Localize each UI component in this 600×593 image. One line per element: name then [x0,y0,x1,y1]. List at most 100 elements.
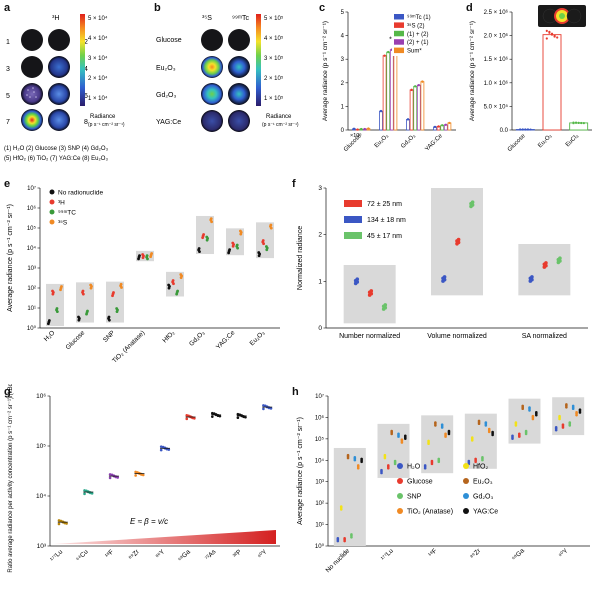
legend-marker [397,463,403,469]
data-point [60,285,63,288]
data-point [578,408,582,411]
y-tick-label: 10⁵ [315,436,325,443]
data-point [343,536,346,540]
y-tick-label: 3 [341,57,345,63]
legend-label: ³H [58,200,65,207]
data-point [369,289,374,293]
b-well-gd2o3-35s [201,83,223,105]
bar [409,89,414,131]
colorbar-b-tick-5: 1 × 10⁵ [264,95,284,102]
data-point [487,427,491,431]
x-tick-label: ⁷²As [204,548,218,562]
range-box [106,281,124,323]
x-tick-label: ⁸⁶Y [155,548,167,560]
x-tick-label: Gd₂O₃ [400,133,417,150]
data-point [77,315,80,319]
x-tick-label: ⁸⁹Zr [469,547,483,561]
colorbar-b-tick-2: 4 × 10⁵ [264,35,284,42]
b-well-glucose-99mtc [228,29,250,51]
y-tick-label: 2.0 × 10⁶ [484,33,509,40]
data-point [470,436,474,439]
data-point [544,261,548,265]
data-point [565,403,568,406]
data-point [257,251,261,254]
bar-point [414,85,417,88]
well-2 [48,29,70,51]
y-tick-label: 1 [341,104,345,110]
legend-marker [49,209,55,215]
data-point [481,455,484,459]
data-point [524,429,528,433]
y-tick-label: 1.0 × 10⁶ [484,80,509,87]
range-box [333,447,366,546]
data-point [400,438,404,441]
y-tick-label: 4 [341,34,345,40]
legend-marker [463,493,469,499]
range-box [256,222,274,259]
panel-a: ³H 1 2 3 4 5 6 7 8 5 × 10⁴ 4 × 10⁴ 3 × 1… [4,14,125,162]
b-well-eu2o3-35s [201,56,223,78]
x-tick-label: ¹⁸F [427,547,438,558]
y-tick-label: 2 [341,81,345,87]
bar [382,55,387,131]
legend-marker [49,199,55,205]
legend-label: ⁹⁹ᵐTc (1) [407,14,431,21]
chart-c: 0 1 2 3 4 5 ×10⁵ Average radiance (p s⁻¹ cm⁻² s… [322,10,456,153]
bar-point [582,122,585,125]
legend-swatch [344,232,362,239]
y-tick-label: 5 [341,10,345,16]
data-point [346,453,350,457]
y-axis-label: Ratio average radiance per activity conc… [8,384,14,573]
y-tick-label: 10⁵ [36,443,46,450]
legend-swatch [344,200,362,207]
colorbar-a [80,14,85,106]
range-box [518,244,571,296]
x-tick-label: ³²P [232,548,243,559]
row-label-glucose: Glucose [156,37,182,44]
data-point [159,448,163,452]
legend-label: ³⁵S (2) [407,22,425,29]
bar-point [545,29,548,32]
bar-point [421,80,424,83]
bar-point [367,127,370,130]
range-box [46,283,64,327]
bar [389,49,394,131]
data-point [511,434,514,438]
legend-swatch [394,30,404,37]
x-tick-label: ⁶⁴Cu [75,548,90,563]
bar-point [545,37,548,40]
bar-point [360,127,363,131]
legend-swatch [394,47,404,54]
bar-point [519,128,522,131]
data-point [336,536,340,540]
x-tick-label: Glucose [507,133,527,153]
data-point [514,421,518,424]
bar-point [448,121,451,125]
data-point [360,457,363,461]
data-point [83,492,86,496]
y-tick-label: 10⁷ [27,185,36,192]
x-tick-label: Eu₂O₃ [374,133,391,150]
bar-point [524,128,527,131]
legend-label: 45 ± 17 nm [367,233,402,240]
y-axis-label: Average radiance (p s⁻¹ cm⁻² sr⁻¹) [297,417,304,525]
legend-label: YAG:Ce [473,509,498,516]
bar [416,84,421,131]
data-point [380,468,383,472]
row-label-eu2o3: Eu₂O₃ [156,65,176,72]
colorbar-b-unit: (p s⁻¹ cm⁻² sr⁻¹) [262,122,299,128]
x-tick-label: ⁶⁸Ga [511,547,526,562]
bar-point [574,121,578,124]
chart-d: 0.0 5.0 × 10⁵ 1.0 × 10⁶ 1.5 × 10⁶ 2.0 × 10⁶ 2… [469,5,592,153]
y-tick-label: 10⁴ [315,457,325,464]
data-point [575,411,578,414]
legend-label: SNP [407,494,422,501]
well-number-1: 1 [6,39,10,46]
well-number-6: 6 [84,93,88,100]
bar [413,85,418,131]
data-point [141,253,145,256]
colorbar-a-tick-3: 3 × 10⁴ [88,55,108,62]
range-box [421,415,454,474]
legend-label: H₂O [407,464,421,471]
y-tick-label: 10¹ [27,306,36,312]
